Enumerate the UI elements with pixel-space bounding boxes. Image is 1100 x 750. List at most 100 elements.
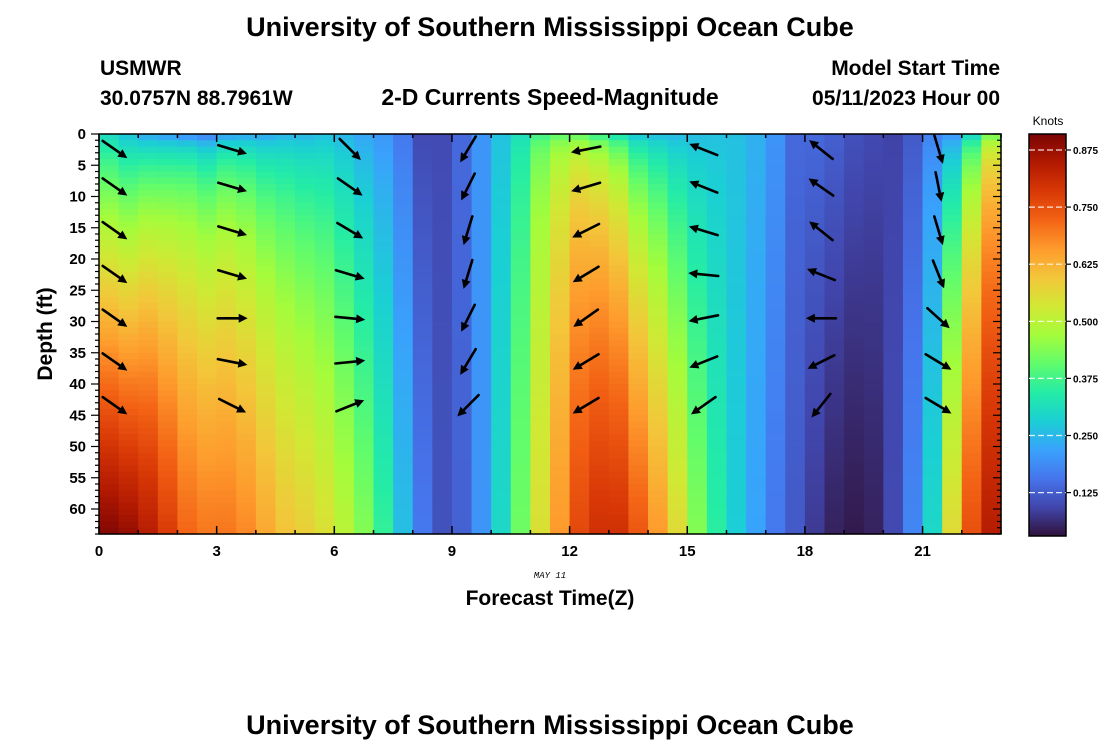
heatmap-cell: [255, 290, 277, 298]
heatmap-cell: [942, 296, 963, 304]
heatmap-cell: [844, 402, 865, 410]
heatmap-cell: [667, 321, 688, 329]
heatmap-cell: [785, 371, 806, 379]
heatmap-cell: [550, 346, 571, 354]
heatmap-cell: [314, 346, 335, 354]
heatmap-cell: [922, 296, 943, 304]
heatmap-cell: [922, 159, 943, 166]
heatmap-cell: [648, 302, 669, 310]
heatmap-cell: [687, 502, 708, 510]
heatmap-cell: [197, 415, 218, 423]
heatmap-cell: [432, 134, 453, 141]
heatmap-cell: [706, 296, 728, 304]
heatmap-cell: [177, 415, 198, 423]
heatmap-cell: [138, 296, 159, 304]
heatmap-cell: [648, 415, 669, 423]
x-tick-label: 21: [914, 543, 931, 560]
heatmap-cell: [785, 402, 806, 410]
heatmap-cell: [589, 196, 610, 204]
heatmap-cell: [785, 421, 806, 429]
heatmap-cell: [295, 359, 316, 366]
heatmap-cell: [412, 340, 433, 348]
heatmap-cell: [883, 446, 904, 454]
heatmap-cell: [373, 465, 394, 473]
heatmap-cell: [961, 277, 982, 285]
heatmap-cell: [216, 177, 237, 185]
heatmap-cell: [628, 171, 649, 179]
heatmap-cell: [275, 502, 296, 510]
heatmap-cell: [902, 271, 924, 279]
heatmap-cell: [295, 334, 316, 341]
heatmap-cell: [804, 377, 826, 385]
current-arrow: [688, 313, 720, 324]
heatmap-cell: [765, 359, 786, 366]
heatmap-cell: [863, 365, 884, 373]
heatmap-cell: [589, 134, 610, 141]
heatmap-cell: [255, 334, 277, 341]
heatmap-cell: [824, 415, 845, 423]
heatmap-cell: [883, 184, 904, 191]
heatmap-cell: [844, 221, 865, 229]
heatmap-cell: [589, 377, 610, 385]
heatmap-cell: [648, 471, 669, 479]
heatmap-cell: [883, 271, 904, 279]
heatmap-cell: [667, 377, 688, 385]
heatmap-cell: [138, 490, 159, 498]
heatmap-cell: [569, 484, 590, 491]
heatmap-cell: [981, 177, 1002, 185]
heatmap-cell: [138, 321, 159, 329]
heatmap-cell: [491, 152, 512, 160]
heatmap-cell: [726, 140, 747, 148]
heatmap-cell: [197, 465, 218, 473]
heatmap-cell: [295, 440, 316, 448]
heatmap-cell: [255, 177, 277, 185]
heatmap-cell: [726, 446, 747, 454]
heatmap-cell: [687, 227, 708, 235]
heatmap-cell: [746, 290, 767, 298]
heatmap-cell: [883, 146, 904, 154]
heatmap-cell: [863, 290, 884, 298]
heatmap-cell: [628, 240, 649, 248]
heatmap-cell: [981, 396, 1002, 404]
heatmap-cell: [530, 415, 551, 423]
heatmap-cell: [961, 184, 982, 191]
heatmap-cell: [491, 309, 512, 316]
heatmap-cell: [804, 296, 826, 304]
heatmap-cell: [118, 352, 139, 360]
heatmap-cell: [275, 396, 296, 404]
heatmap-cell: [295, 427, 316, 435]
heatmap-cell: [902, 234, 924, 241]
heatmap-cell: [412, 221, 433, 229]
heatmap-cell: [177, 359, 198, 366]
heatmap-cell: [785, 465, 806, 473]
heatmap-cell: [726, 152, 747, 160]
heatmap-cell: [922, 271, 943, 279]
heatmap-cell: [177, 527, 198, 535]
heatmap-cell: [844, 315, 865, 323]
current-arrow: [334, 268, 365, 281]
heatmap-cell: [373, 327, 394, 335]
heatmap-cell: [648, 434, 669, 441]
heatmap-cell: [491, 459, 512, 466]
heatmap-cell: [883, 190, 904, 198]
heatmap-cell: [471, 240, 492, 248]
heatmap-cell: [491, 171, 512, 179]
heatmap-cell: [648, 396, 669, 404]
heatmap-cell: [99, 396, 120, 404]
heatmap-cell: [942, 221, 963, 229]
heatmap-cell: [981, 440, 1002, 448]
heatmap-cell: [589, 440, 610, 448]
heatmap-cell: [471, 509, 492, 516]
heatmap-cell: [373, 227, 394, 235]
heatmap-cell: [393, 271, 414, 279]
heatmap-cell: [177, 521, 198, 529]
heatmap-cell: [824, 434, 845, 441]
heatmap-cell: [236, 409, 257, 416]
heatmap-cell: [99, 190, 120, 198]
heatmap-cell: [628, 140, 649, 148]
heatmap-cell: [687, 284, 708, 291]
heatmap-cell: [373, 502, 394, 510]
heatmap-cell: [314, 196, 335, 204]
heatmap-cell: [138, 471, 159, 479]
heatmap-cell: [491, 271, 512, 279]
